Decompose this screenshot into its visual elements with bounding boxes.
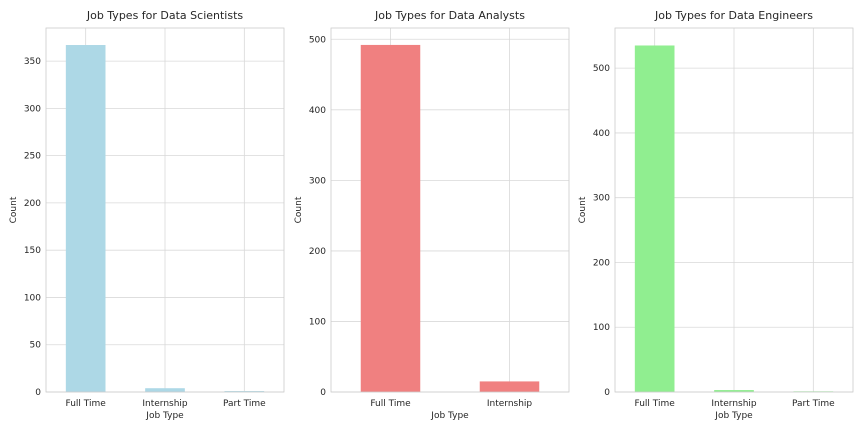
y-tick-label: 500 — [309, 35, 326, 45]
chart-title: Job Types for Data Scientists — [86, 9, 244, 22]
chart-panel-3: 0 100 200 300 400 500 Full Time Internship Part … — [578, 9, 854, 421]
chart-title: Job Types for Data Engineers — [654, 9, 813, 22]
chart-panel-2: 0 100 200 300 400 500 Full Time Internship Job T… — [294, 9, 570, 421]
plot-frame — [330, 27, 570, 393]
bar-part-time — [224, 391, 265, 392]
x-tick-label: Internship — [142, 399, 188, 409]
y-tick-label: 50 — [30, 341, 42, 351]
y-tick-label: 400 — [593, 129, 610, 139]
y-tick-label: 200 — [24, 199, 41, 209]
y-axis-label: Count — [294, 196, 304, 223]
y-tick-label: 100 — [593, 323, 610, 333]
y-tick-label: 300 — [593, 194, 610, 204]
x-axis-label: Job Type — [714, 411, 753, 421]
bar-full-time — [360, 44, 421, 392]
x-tick-label: Internship — [487, 399, 533, 409]
bar-internship — [145, 388, 185, 392]
bar-full-time — [634, 45, 675, 392]
x-tick-label: Part Time — [792, 399, 835, 409]
y-tick-label: 500 — [593, 64, 610, 74]
y-tick-label: 150 — [24, 246, 41, 256]
x-tick-label: Full Time — [635, 399, 676, 409]
y-axis-label: Count — [9, 196, 19, 223]
x-tick-label: Part Time — [223, 399, 266, 409]
y-tick-label: 400 — [309, 106, 326, 116]
y-tick-label: 0 — [35, 388, 41, 398]
chart-title: Job Types for Data Analysts — [374, 9, 525, 22]
x-tick-label: Full Time — [66, 399, 107, 409]
x-axis-label: Job Type — [430, 411, 469, 421]
y-axis-label: Count — [578, 196, 588, 223]
y-tick-label: 200 — [309, 247, 326, 257]
y-tick-label: 300 — [309, 176, 326, 186]
x-axis-label: Job Type — [145, 411, 184, 421]
y-tick-label: 200 — [593, 258, 610, 268]
y-tick-label: 0 — [320, 388, 326, 398]
bar-full-time — [65, 45, 106, 392]
y-tick-label: 100 — [309, 317, 326, 327]
x-tick-label: Full Time — [370, 399, 411, 409]
y-tick-label: 100 — [24, 293, 41, 303]
y-tick-label: 350 — [24, 57, 41, 67]
y-tick-label: 250 — [24, 152, 41, 162]
plot-frame — [614, 27, 854, 393]
plot-frame — [45, 27, 285, 393]
y-tick-label: 0 — [604, 388, 610, 398]
x-tick-label: Internship — [711, 399, 757, 409]
chart-panel-1: 0 50 100 150 200 250 300 350 Full Time Internship… — [9, 9, 285, 421]
y-tick-label: 300 — [24, 104, 41, 114]
bar-internship — [479, 381, 540, 392]
bar-internship — [714, 390, 754, 392]
